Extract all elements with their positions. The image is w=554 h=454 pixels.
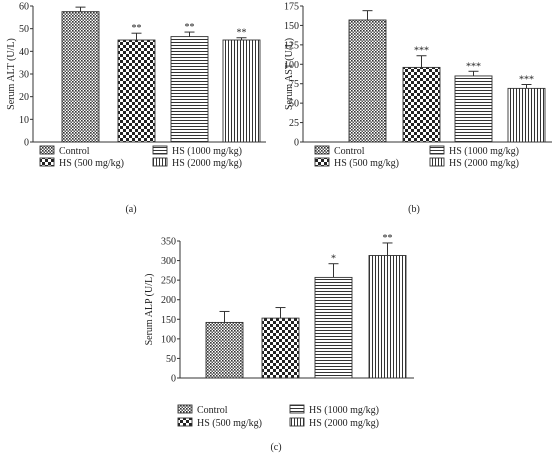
legend-label: HS (2000 mg/kg)	[172, 158, 242, 169]
y-tick-label: 60	[19, 2, 29, 13]
bar-2	[402, 66, 441, 143]
y-tick-label: 125	[284, 40, 299, 51]
legend-label: HS (1000 mg/kg)	[172, 146, 242, 157]
y-axis-label: Serum ALP (U/L)	[144, 274, 155, 346]
y-tick-label: 350	[161, 237, 176, 248]
y-tick-label: 10	[19, 115, 29, 126]
y-tick-label: 50	[19, 24, 29, 35]
significance-label: ***	[414, 46, 429, 57]
significance-label: *	[331, 254, 336, 265]
chart-panel-1: 0 10 20 30 40 50 60 Serum ALT (U/L) ** ** ** Contro…	[6, 2, 266, 215]
y-tick-label: 150	[284, 21, 299, 32]
y-axis-label: Serum AST (U/L)	[284, 38, 295, 110]
bar-4	[507, 87, 546, 143]
y-tick-label: 0	[171, 374, 176, 385]
chart-panel-2: 0 25 50 75 100 125 150 175 Serum AST (U/L) *** ***…	[284, 2, 552, 215]
y-tick-label: 300	[161, 256, 176, 267]
legend-label: Control	[197, 405, 228, 416]
significance-label: **	[132, 23, 142, 34]
legend-label: HS (500 mg/kg)	[59, 158, 124, 169]
y-tick-label: 250	[161, 276, 176, 287]
y-tick-label: 25	[289, 118, 299, 129]
significance-label: ***	[466, 61, 481, 72]
legend-swatch	[152, 157, 168, 167]
panel-label: (b)	[408, 204, 420, 215]
y-tick-label: 50	[289, 99, 299, 110]
y-tick-label: 20	[19, 92, 29, 103]
bar-1	[61, 11, 100, 143]
y-tick-label: 175	[284, 2, 299, 13]
y-tick-label: 0	[294, 138, 299, 149]
y-axis-label: Serum ALT (U/L)	[6, 38, 17, 110]
legend-label: Control	[59, 146, 90, 157]
significance-label: **	[237, 28, 247, 39]
legend-label: HS (1000 mg/kg)	[449, 146, 519, 157]
legend-swatch	[429, 145, 445, 155]
panel-label: (c)	[270, 442, 281, 453]
legend-swatch	[39, 145, 55, 155]
y-tick-label: 75	[289, 79, 299, 90]
y-tick-label: 100	[161, 334, 176, 345]
legend-label: HS (2000 mg/kg)	[449, 158, 519, 169]
bar-3	[170, 36, 209, 143]
legend-label: HS (2000 mg/kg)	[309, 418, 379, 429]
bar-3	[454, 75, 493, 143]
legend-label: HS (1000 mg/kg)	[309, 405, 379, 416]
legend-swatch	[289, 417, 305, 427]
legend-label: HS (500 mg/kg)	[197, 418, 262, 429]
y-tick-label: 200	[161, 295, 176, 306]
legend-swatch	[314, 145, 330, 155]
legend-swatch	[429, 157, 445, 167]
significance-label: ***	[519, 74, 534, 85]
legend-swatch	[177, 404, 193, 414]
bar-1	[348, 19, 387, 143]
panel-label: (a)	[125, 204, 136, 215]
legend-label: Control	[334, 146, 365, 157]
legend-swatch	[314, 157, 330, 167]
y-tick-label: 0	[24, 138, 29, 149]
legend-swatch	[152, 145, 168, 155]
bar-4	[368, 255, 407, 379]
y-tick-label: 100	[284, 60, 299, 71]
y-tick-label: 50	[166, 354, 176, 365]
bar-2	[261, 317, 300, 379]
bar-3	[314, 276, 353, 379]
legend-label: HS (500 mg/kg)	[334, 158, 399, 169]
bar-2	[117, 39, 156, 143]
bar-1	[205, 321, 244, 379]
legend-swatch	[39, 157, 55, 167]
significance-label: **	[383, 233, 393, 244]
bar-4	[222, 39, 261, 143]
y-tick-label: 30	[19, 70, 29, 81]
legend-swatch	[177, 417, 193, 427]
legend-swatch	[289, 404, 305, 414]
significance-label: **	[185, 22, 195, 33]
y-tick-label: 40	[19, 47, 29, 58]
y-tick-label: 150	[161, 315, 176, 326]
